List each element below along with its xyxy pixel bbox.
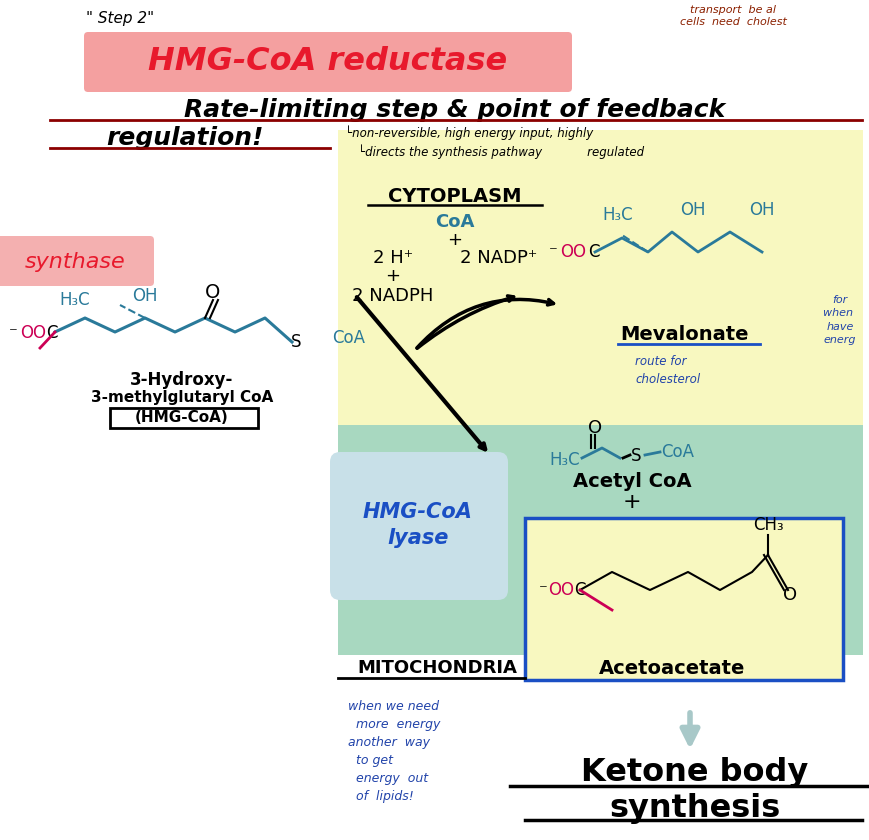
- Text: route for: route for: [634, 355, 686, 369]
- Text: OH: OH: [132, 287, 157, 305]
- Text: transport  be al: transport be al: [689, 5, 775, 15]
- Text: synthase: synthase: [24, 252, 125, 272]
- Text: O: O: [782, 586, 796, 604]
- Text: S: S: [290, 333, 301, 351]
- Text: CoA: CoA: [434, 213, 474, 231]
- Text: C: C: [574, 581, 585, 599]
- Text: 3-methylglutaryl CoA: 3-methylglutaryl CoA: [90, 391, 273, 406]
- Text: OO: OO: [560, 243, 586, 261]
- Bar: [338, 415, 862, 655]
- Text: 3-Hydroxy-: 3-Hydroxy-: [130, 371, 234, 389]
- Text: Mevalonate: Mevalonate: [620, 325, 748, 344]
- Text: 2 NADPH: 2 NADPH: [352, 287, 433, 305]
- Text: CH₃: CH₃: [752, 516, 782, 534]
- Text: Acetyl CoA: Acetyl CoA: [572, 472, 691, 491]
- Text: H₃C: H₃C: [602, 206, 633, 224]
- Text: H₃C: H₃C: [60, 291, 90, 309]
- Text: OO: OO: [20, 324, 46, 342]
- Text: ⁻: ⁻: [539, 581, 547, 599]
- Text: for
when 
have
energ: for when have energ: [822, 295, 856, 344]
- Text: S: S: [630, 447, 640, 465]
- Text: synthesis: synthesis: [608, 792, 779, 823]
- FancyBboxPatch shape: [0, 236, 154, 286]
- Text: " Step 2": " Step 2": [86, 10, 154, 25]
- Bar: [338, 130, 862, 425]
- Text: H₃C: H₃C: [549, 451, 580, 469]
- Text: C: C: [46, 324, 57, 342]
- Bar: [109, 408, 258, 428]
- Text: +: +: [622, 492, 640, 512]
- Text: C: C: [587, 243, 599, 261]
- Text: 2 H⁺: 2 H⁺: [373, 249, 413, 267]
- Text: ⁻: ⁻: [548, 243, 557, 261]
- Text: Rate-limiting step & point of feedback: Rate-limiting step & point of feedback: [184, 98, 725, 122]
- Text: HMG-CoA
lyase: HMG-CoA lyase: [362, 501, 473, 549]
- Bar: [524, 518, 842, 680]
- Text: 2 NADP⁺: 2 NADP⁺: [460, 249, 537, 267]
- Text: └directs the synthesis pathway            regulated: └directs the synthesis pathway regulated: [357, 144, 643, 160]
- Text: CYTOPLASM: CYTOPLASM: [388, 186, 521, 206]
- Text: regulation!: regulation!: [106, 126, 263, 150]
- Text: CoA: CoA: [332, 329, 365, 347]
- Text: +: +: [385, 267, 400, 285]
- Text: CoA: CoA: [660, 443, 693, 461]
- FancyBboxPatch shape: [329, 452, 507, 600]
- Text: OH: OH: [680, 201, 705, 219]
- Text: O: O: [587, 419, 601, 437]
- Text: cholesterol: cholesterol: [634, 374, 700, 386]
- Text: Acetoacetate: Acetoacetate: [598, 659, 745, 678]
- Text: +: +: [447, 231, 462, 249]
- Text: HMG-CoA reductase: HMG-CoA reductase: [149, 46, 507, 77]
- Text: cells  need  cholest: cells need cholest: [680, 17, 786, 27]
- Text: O: O: [205, 282, 221, 302]
- Text: (HMG-CoA): (HMG-CoA): [135, 411, 229, 426]
- Text: OO: OO: [547, 581, 574, 599]
- Text: ⁻: ⁻: [10, 324, 18, 342]
- Text: OH: OH: [748, 201, 774, 219]
- Text: MITOCHONDRIA: MITOCHONDRIA: [356, 659, 516, 677]
- Text: └non-reversible, high energy input, highly: └non-reversible, high energy input, high…: [345, 126, 593, 140]
- FancyBboxPatch shape: [84, 32, 571, 92]
- Text: when we need
  more  energy
another  way
  to get
  energy  out
  of  lipids!: when we need more energy another way to …: [348, 700, 440, 803]
- Text: Ketone body: Ketone body: [580, 758, 807, 789]
